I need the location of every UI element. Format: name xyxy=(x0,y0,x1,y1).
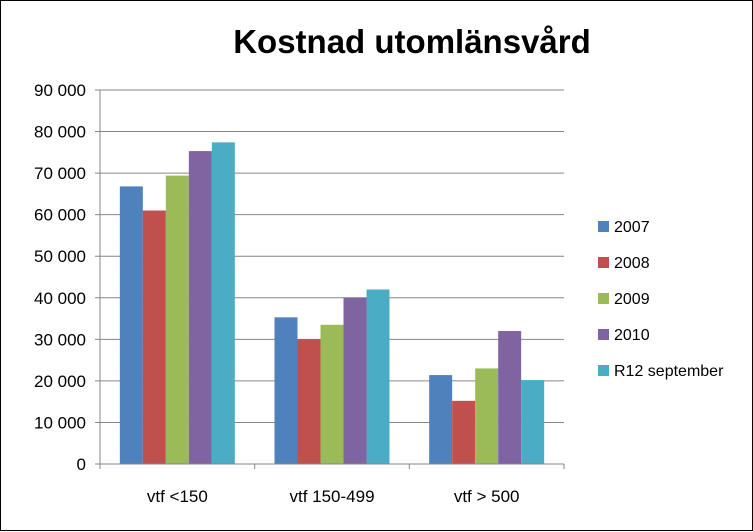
bar-2009-1 xyxy=(320,324,344,464)
bar-2010-2 xyxy=(498,331,522,464)
bar-2007-0 xyxy=(119,186,143,465)
legend-label: 2008 xyxy=(614,255,650,272)
legend-swatch xyxy=(598,293,609,304)
x-tick-labels: vtf <150 vtf 150-499 vtf > 500 xyxy=(147,487,520,506)
y-tick-label: 10 000 xyxy=(34,413,86,432)
y-tick-label: 70 000 xyxy=(34,164,86,183)
y-tick-label: 30 000 xyxy=(34,330,86,349)
bar-2010-0 xyxy=(188,151,212,464)
bar-2008-0 xyxy=(142,210,166,464)
legend-label: 2009 xyxy=(614,291,650,308)
bar-2008-2 xyxy=(452,400,476,464)
x-tick-label: vtf <150 xyxy=(147,487,208,506)
x-tick-label: vtf 150-499 xyxy=(289,487,374,506)
y-tick-label: 0 xyxy=(77,455,86,474)
y-tick-label: 60 000 xyxy=(34,206,86,225)
bar-2007-1 xyxy=(274,317,298,464)
legend-swatch xyxy=(598,365,609,376)
y-tick-label: 50 000 xyxy=(34,247,86,266)
legend-label: 2007 xyxy=(614,219,650,236)
y-tick-label: 90 000 xyxy=(34,81,86,100)
legend-label: 2010 xyxy=(614,327,650,344)
x-tick-label: vtf > 500 xyxy=(454,487,520,506)
bar-2010-1 xyxy=(343,297,367,464)
legend: 2007 2008 2009 2010 R12 september xyxy=(598,219,724,380)
chart-title: Kostnad utomlänsvård xyxy=(233,23,591,60)
bar-2009-0 xyxy=(165,175,189,465)
axes xyxy=(95,89,565,469)
y-tick-label: 80 000 xyxy=(34,123,86,142)
legend-label: R12 september xyxy=(614,363,724,380)
bars xyxy=(119,142,545,465)
bar-r12-september-2 xyxy=(521,380,545,464)
bar-r12-september-0 xyxy=(211,142,235,465)
y-tick-labels: 0 10 000 20 000 30 000 40 000 50 000 60 000 70 … xyxy=(34,81,86,474)
legend-swatch xyxy=(598,329,609,340)
bar-2008-1 xyxy=(297,339,321,464)
legend-swatch xyxy=(598,221,609,232)
legend-swatch xyxy=(598,257,609,268)
y-tick-label: 40 000 xyxy=(34,289,86,308)
bar-2007-2 xyxy=(429,375,453,464)
y-tick-label: 20 000 xyxy=(34,372,86,391)
bar-2009-2 xyxy=(475,368,499,464)
bar-r12-september-1 xyxy=(366,289,390,464)
